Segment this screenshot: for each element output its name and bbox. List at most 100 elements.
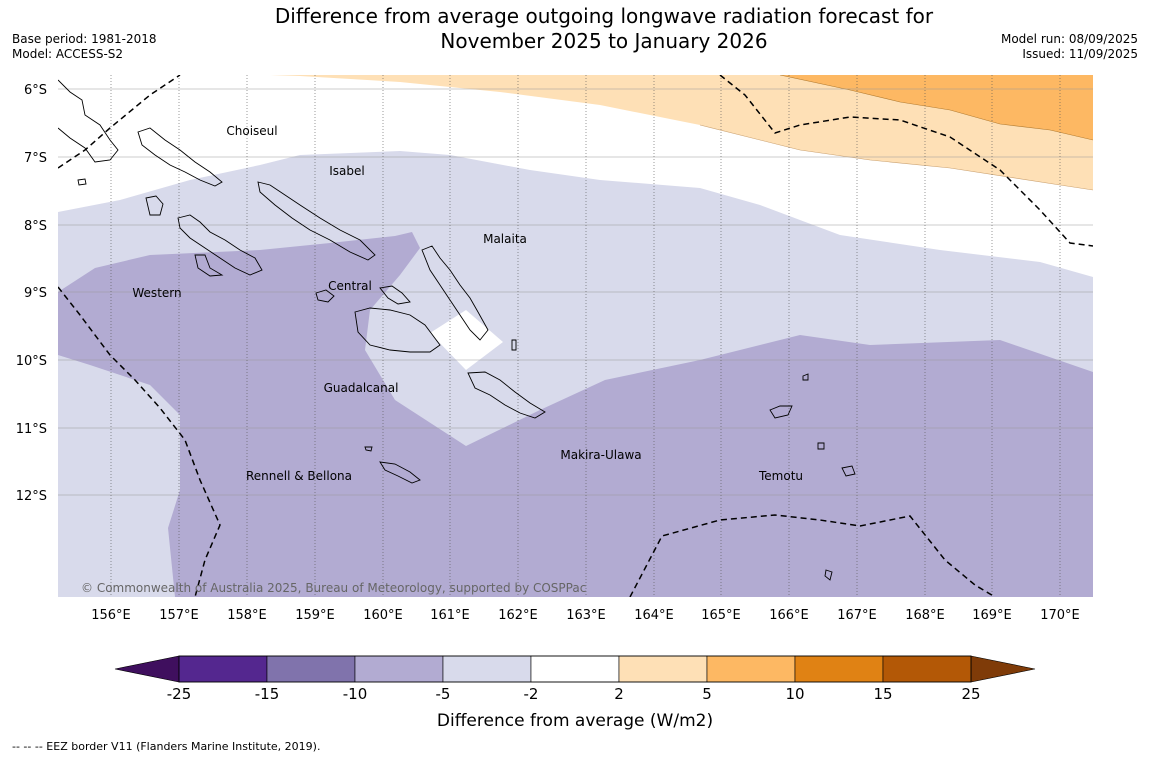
santa-isabel-island [257,181,376,261]
colorbar-tick-label: -5 [436,685,451,703]
contour-5-to-10 [780,75,1093,140]
lat-label: 8°S [24,219,47,234]
lon-label: 164°E [634,608,674,623]
label-central: Central [328,279,372,293]
bougainville-island [58,79,119,163]
lat-label: 9°S [24,286,47,301]
lon-label: 162°E [498,608,538,623]
lon-label: 165°E [701,608,741,623]
ulawa-island [511,339,517,351]
colorbar-title: Difference from average (W/m2) [437,711,713,731]
colorbar-tick-label: 5 [702,685,712,703]
lon-label: 158°E [227,608,267,623]
eez-footnote: -- -- -- EEZ border V11 (Flanders Marine… [12,740,321,753]
tikopia-island [824,569,833,581]
contour-white-patch [430,310,503,370]
colorbar-segment [706,655,796,683]
rennell-island [379,461,421,484]
colorbar-segment [442,655,532,683]
latitude-labels: 6°S 7°S 8°S 9°S 10°S 11°S 12°S [16,83,47,504]
label-malaita: Malaita [483,232,527,246]
lon-label: 163°E [566,608,606,623]
map-panel: Choiseul Isabel Malaita Western Central … [58,75,1093,597]
meta-right: Model run: 08/09/2025 Issued: 11/09/2025 [1001,32,1138,62]
colorbar: -25 -15 -10 -5 -2 2 5 10 15 25 Differenc… [114,655,1036,731]
lon-label: 157°E [159,608,199,623]
lat-label: 11°S [16,422,47,437]
new-georgia-island [177,214,263,276]
colorbar-segment [618,655,708,683]
lon-label: 168°E [905,608,945,623]
colorbar-tick-label: 25 [961,685,980,703]
longitude-grid [110,75,1061,597]
lon-label: 156°E [91,608,131,623]
colorbar-extend-low [114,655,180,683]
colorbar-extend-high [970,655,1036,683]
colorbar-tick-label: 15 [873,685,892,703]
latitude-grid [58,88,1093,496]
colorbar-ticks: -25 -15 -10 -5 -2 2 5 10 15 25 [167,685,981,703]
base-period: Base period: 1981-2018 [12,32,157,46]
label-choiseul: Choiseul [226,124,277,138]
lat-label: 7°S [24,151,47,166]
colorbar-segment [794,655,884,683]
colorbar-tick-label: -10 [343,685,368,703]
lon-label: 161°E [430,608,470,623]
lat-label: 6°S [24,83,47,98]
lon-label: 160°E [363,608,403,623]
colorbar-tick-label: 10 [785,685,804,703]
rendova-island [194,254,224,277]
lon-label: 170°E [1040,608,1080,623]
malaita-island [421,245,489,341]
lat-label: 10°S [16,354,47,369]
label-makira-ulawa: Makira-Ulawa [560,448,641,462]
guadalcanal-island [354,307,441,353]
label-guadalcanal: Guadalcanal [324,381,399,395]
utupua-island [817,442,825,450]
title-line-1: Difference from average outgoing longwav… [274,4,934,28]
bellona-island [364,446,373,452]
colorbar-segment [354,655,444,683]
title-line-2: November 2025 to January 2026 [440,29,768,53]
contour-minus10-to-minus5 [58,232,1093,597]
colorbar-tick-label: -15 [255,685,280,703]
russell-islands [315,289,335,303]
coastlines [58,79,856,581]
makira-island [467,371,546,419]
santa-cruz-island [769,405,793,419]
meta-left: Base period: 1981-2018 Model: ACCESS-S2 [12,32,157,62]
colorbar-segment [266,655,356,683]
colorbar-segment [178,655,268,683]
lon-label: 169°E [972,608,1012,623]
eez-border [58,75,1093,597]
label-rennell-bellona: Rennell & Bellona [246,469,352,483]
colorbar-segment [882,655,972,683]
copyright-notice: © Commonwealth of Australia 2025, Bureau… [81,581,586,595]
lon-label: 166°E [769,608,809,623]
lon-label: 159°E [295,608,335,623]
model-name: Model: ACCESS-S2 [12,47,124,61]
label-temotu: Temotu [758,469,803,483]
model-run: Model run: 08/09/2025 [1000,32,1138,46]
shortland-islands [77,178,87,186]
vella-lavella-island [145,195,164,216]
province-labels: Choiseul Isabel Malaita Western Central … [132,124,803,483]
issued-date: Issued: 11/09/2025 [1022,47,1138,61]
florida-islands [379,285,411,305]
lat-label: 12°S [16,489,47,504]
colorbar-segment [530,655,620,683]
colorbar-tick-label: 2 [614,685,624,703]
colorbar-tick-label: -25 [167,685,192,703]
label-western: Western [132,286,181,300]
lon-label: 167°E [837,608,877,623]
colorbar-frame [178,655,972,683]
contour-2-to-5 [270,75,1093,190]
reef-islands [802,373,809,381]
vanikoro-island [841,465,856,477]
map-title: Difference from average outgoing longwav… [204,4,1004,54]
longitude-labels: 156°E 157°E 158°E 159°E 160°E 161°E 162°… [91,608,1080,623]
label-isabel: Isabel [329,164,364,178]
choiseul-island [137,127,223,187]
colorbar-tick-label: -2 [524,685,539,703]
